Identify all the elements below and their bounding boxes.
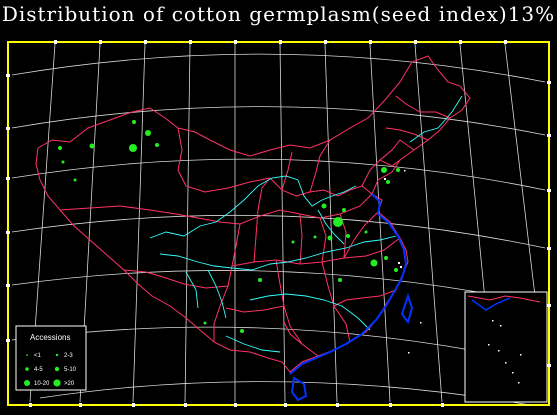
coastline — [289, 193, 414, 402]
point — [258, 278, 262, 282]
point — [338, 278, 342, 282]
point — [203, 321, 207, 325]
point — [370, 259, 378, 267]
point — [342, 208, 346, 212]
point — [89, 143, 95, 149]
point — [132, 120, 136, 124]
point — [321, 203, 327, 209]
frame-ticks — [6, 40, 551, 407]
legend-symbol — [25, 367, 29, 371]
point — [58, 146, 62, 150]
point — [61, 160, 65, 164]
point — [364, 230, 368, 234]
point — [384, 256, 388, 260]
point — [291, 240, 295, 244]
legend-label: 5-10 — [64, 367, 77, 373]
map-title: Distribution of cotton germplasm(seed in… — [1, 2, 556, 26]
point — [396, 168, 400, 172]
legend-title: Accessions — [30, 333, 70, 342]
point — [394, 268, 398, 272]
point — [145, 130, 151, 136]
legend: Accessions <1 2-3 4-5 5-10 10-20 >20 — [15, 325, 87, 391]
legend-label: 10-20 — [34, 381, 50, 387]
legend-symbol — [53, 379, 61, 387]
legend-label: 4-5 — [34, 367, 43, 373]
point — [346, 234, 350, 238]
point — [155, 143, 159, 147]
legend-symbol — [54, 366, 60, 372]
white-markers — [384, 170, 422, 354]
point — [386, 180, 390, 184]
point — [129, 144, 137, 152]
point — [333, 217, 343, 227]
legend-label: 2-3 — [64, 353, 73, 359]
legend-box — [15, 325, 87, 391]
rivers — [149, 95, 463, 353]
legend-label: >20 — [64, 381, 75, 387]
point — [313, 235, 317, 239]
legend-symbol — [55, 353, 59, 357]
province-borders — [35, 55, 471, 373]
legend-symbol — [24, 380, 30, 386]
point — [381, 167, 387, 173]
point — [73, 178, 77, 182]
point — [327, 235, 333, 241]
legend-label: <1 — [34, 353, 42, 359]
point — [240, 329, 244, 333]
legend-symbol — [26, 354, 28, 356]
accession-points — [58, 120, 400, 333]
south-sea-inset — [464, 291, 548, 403]
map-frame — [7, 41, 550, 406]
